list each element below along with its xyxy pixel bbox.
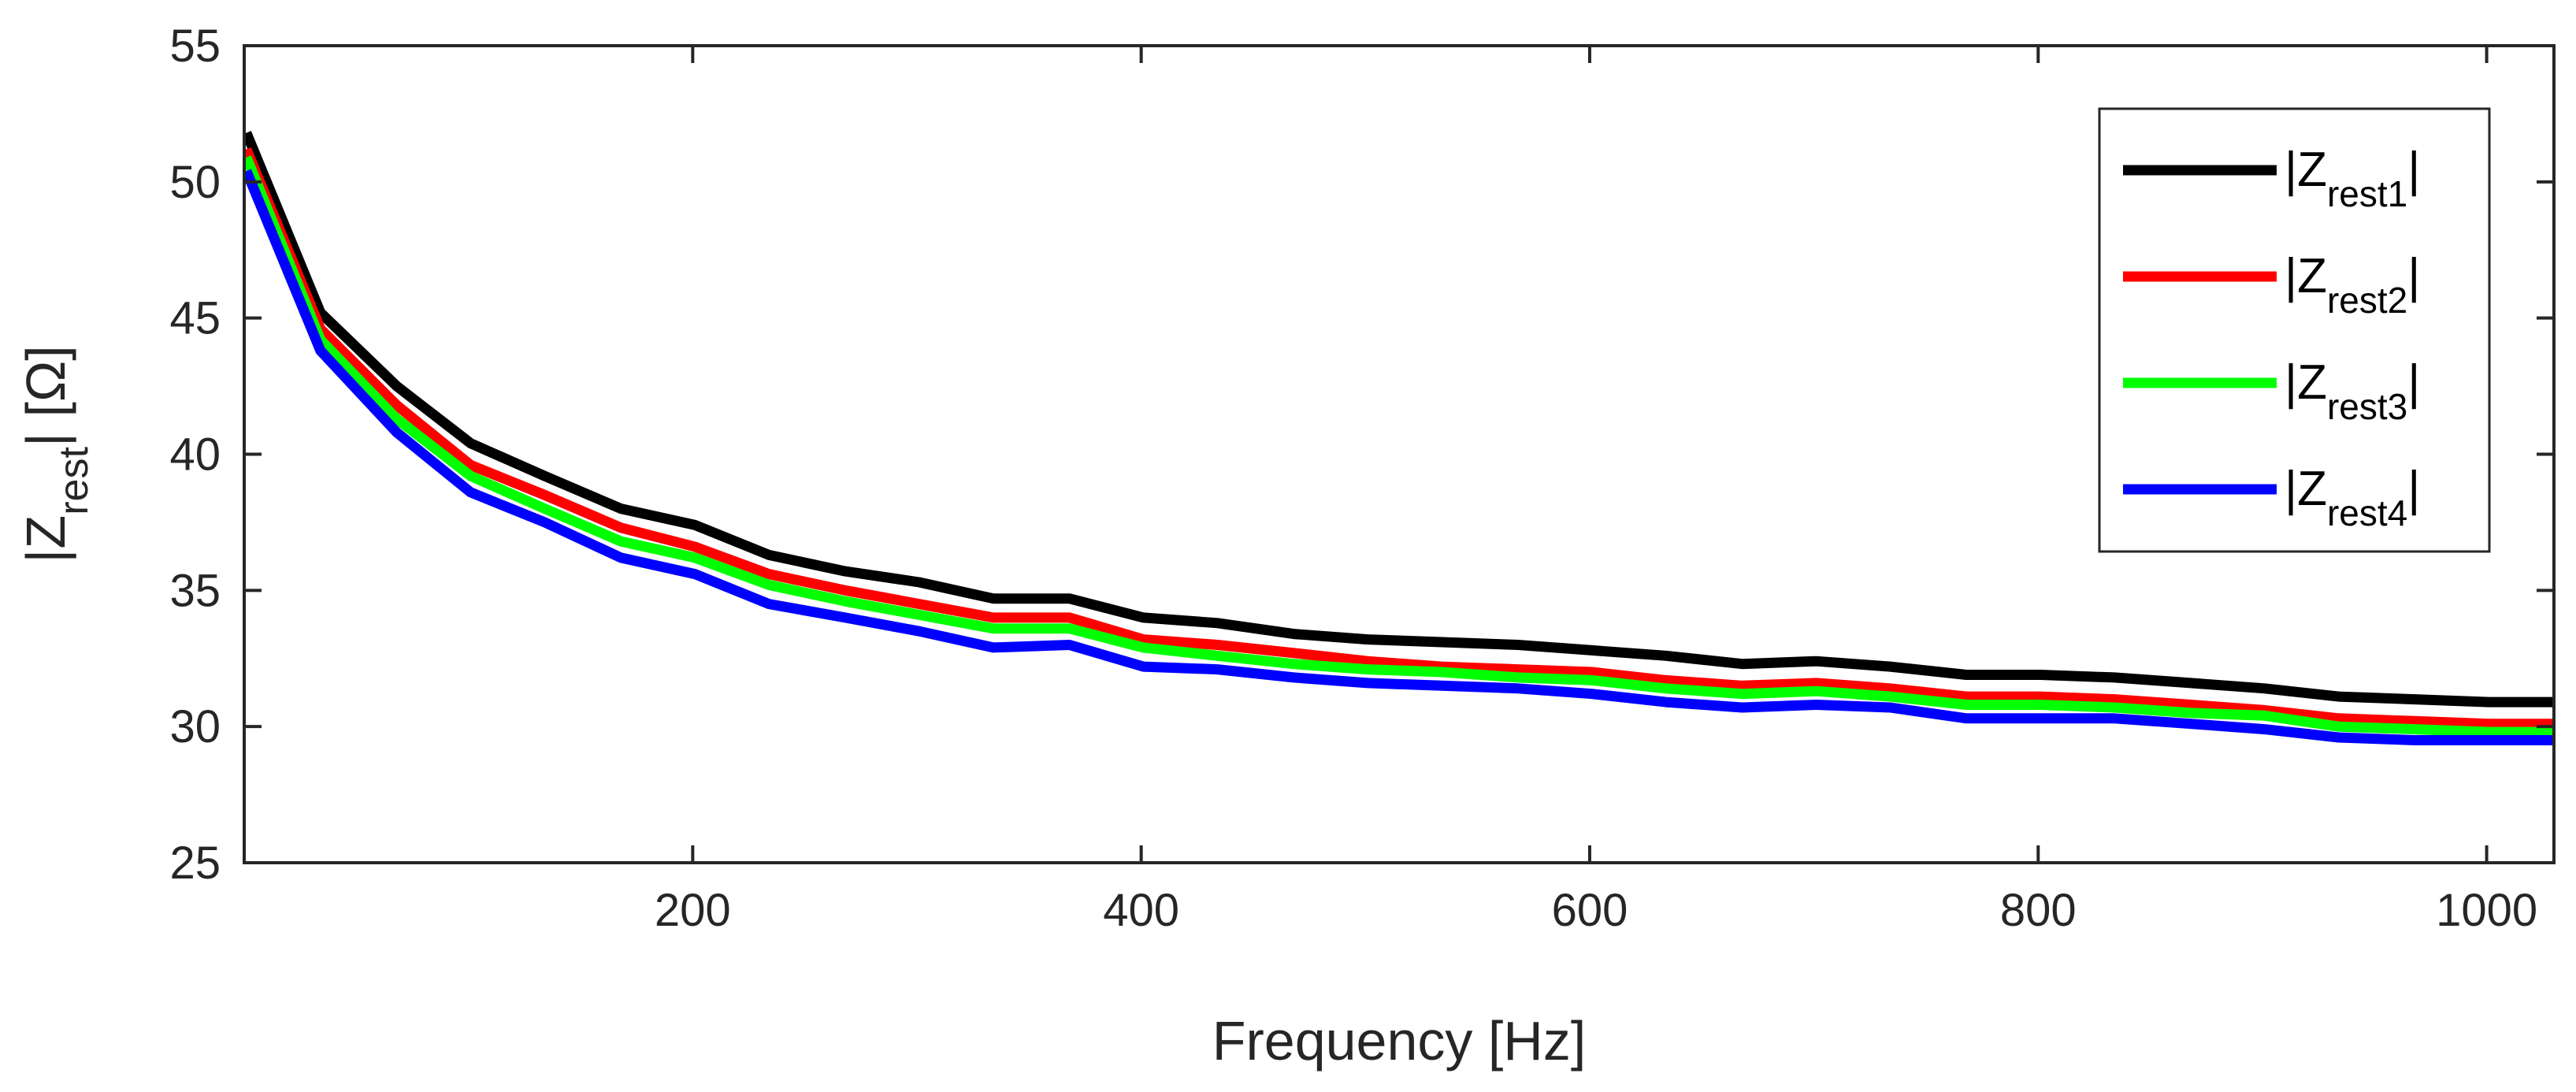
legend-label-sub: rest4 (2327, 492, 2407, 533)
y-tick-label: 25 (169, 838, 221, 889)
x-axis-title: Frequency [Hz] (1212, 1010, 1587, 1072)
x-tick-label: 400 (1103, 885, 1179, 936)
x-tick-label: 1000 (2436, 885, 2537, 936)
y-tick-label: 50 (169, 157, 221, 208)
legend: |Zrest1||Zrest2||Zrest3||Zrest4| (2098, 107, 2491, 553)
legend-label-4: |Zrest4| (2285, 462, 2420, 533)
legend-label-sub: rest2 (2327, 280, 2407, 321)
y-axis-title-subscript: rest (51, 447, 97, 515)
series-line-3 (244, 155, 2554, 737)
plot-lines (244, 131, 2554, 745)
legend-label-main: |Z (2285, 355, 2327, 410)
y-tick-label: 35 (169, 565, 221, 616)
series-line-4 (244, 169, 2554, 745)
legend-label-sub: rest3 (2327, 386, 2407, 427)
y-tick-label: 40 (169, 429, 221, 481)
x-tick-label: 800 (2000, 885, 2077, 936)
y-axis-title: |Zrest| [Ω] (15, 345, 97, 563)
x-tick-label: 600 (1552, 885, 1628, 936)
x-tick-label: 200 (655, 885, 731, 936)
y-tick-label: 30 (169, 701, 221, 752)
legend-label-main: |Z (2285, 143, 2327, 197)
y-tick-label: 55 (169, 20, 221, 72)
legend-label-end: | (2407, 143, 2420, 197)
legend-label-main: |Z (2285, 462, 2327, 516)
legend-label-sub: rest1 (2327, 173, 2407, 214)
legend-label-end: | (2407, 249, 2420, 303)
legend-label-1: |Zrest1| (2285, 143, 2420, 214)
legend-label-3: |Zrest3| (2285, 355, 2420, 427)
y-tick-label: 45 (169, 293, 221, 344)
legend-label-2: |Zrest2| (2285, 249, 2420, 321)
series-line-1 (244, 131, 2554, 708)
legend-items: |Zrest1||Zrest2||Zrest3||Zrest4| (2123, 143, 2420, 533)
axis-tick-labels: 200 400 600 800 1000 25 30 35 40 45 50 55 (169, 20, 2537, 936)
legend-box (2098, 107, 2491, 553)
legend-label-end: | (2407, 462, 2420, 516)
axis-ticks (244, 44, 2554, 864)
legend-label-end: | (2407, 355, 2420, 410)
y-axis-title-suffix: | [Ω] (15, 345, 76, 447)
legend-label-main: |Z (2285, 249, 2327, 303)
series-line-2 (244, 147, 2554, 730)
y-axis-title-prefix: |Z (15, 515, 76, 563)
